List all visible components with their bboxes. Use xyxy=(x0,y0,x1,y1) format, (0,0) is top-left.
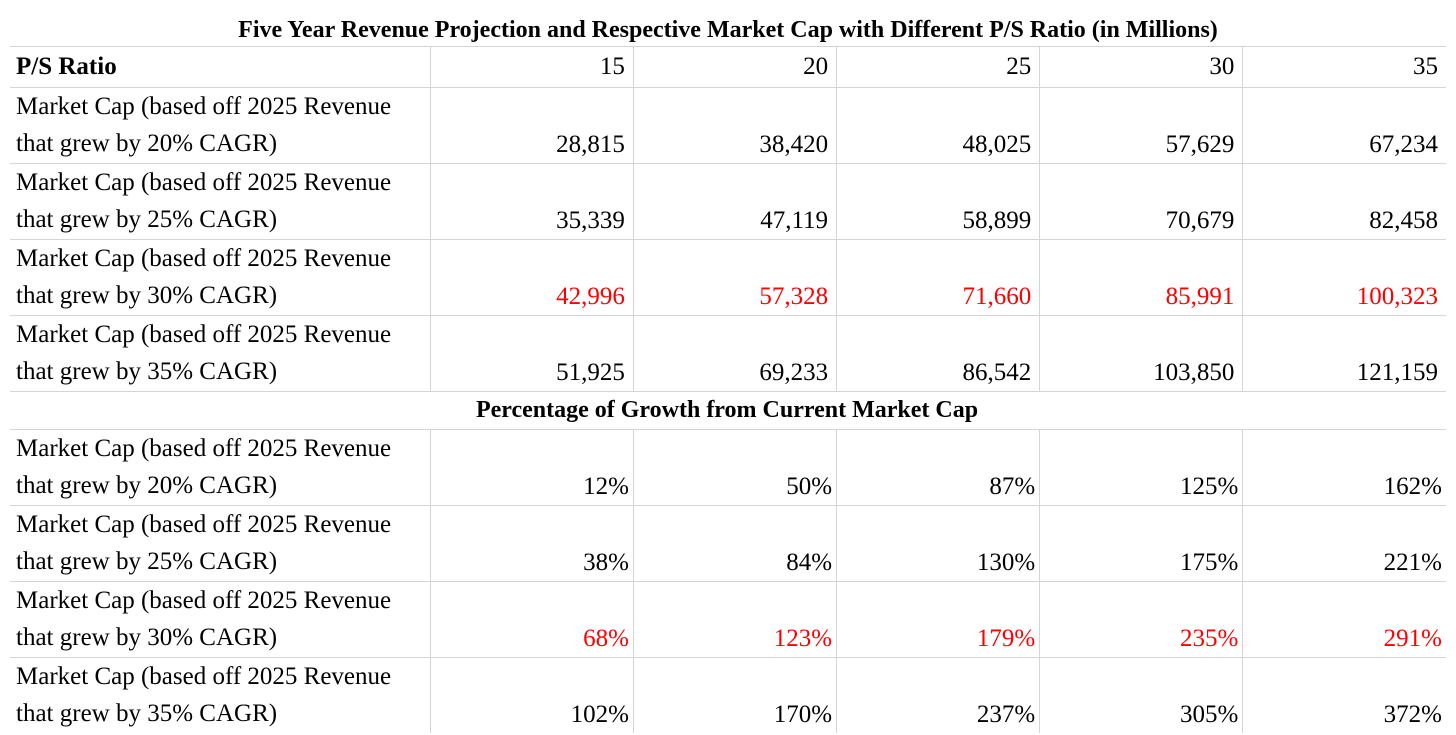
row-label-line: that grew by 25% CAGR) xyxy=(16,548,278,575)
value-cell: 237% xyxy=(836,657,1040,733)
header-row: P/S Ratio 15 20 25 30 35 xyxy=(10,46,1446,88)
row-label: Market Cap (based off 2025 Revenue that … xyxy=(10,581,431,658)
value-cell: 221% xyxy=(1242,505,1446,582)
ratio-cell: 25 xyxy=(836,46,1040,88)
value-cell: 235% xyxy=(1039,581,1243,658)
value-cell: 35,339 xyxy=(429,163,634,240)
row-label-line: Market Cap (based off 2025 Revenue xyxy=(16,511,392,538)
row-label: Market Cap (based off 2025 Revenue that … xyxy=(10,315,431,392)
table-title: Five Year Revenue Projection and Respect… xyxy=(238,17,1218,43)
header-label: P/S Ratio xyxy=(10,46,431,88)
value-cell: 87% xyxy=(836,429,1040,506)
projection-table: P/S Ratio 15 20 25 30 35 Market Cap (bas… xyxy=(10,46,1446,733)
value-cell: 67,234 xyxy=(1242,87,1446,164)
value-cell: 125% xyxy=(1039,429,1243,506)
row-label-line: Market Cap (based off 2025 Revenue xyxy=(16,587,392,614)
value-cell: 57,629 xyxy=(1039,87,1243,164)
row-label-line: that grew by 30% CAGR) xyxy=(16,282,278,309)
growth-row: Market Cap (based off 2025 Revenue that … xyxy=(10,657,1446,733)
value-cell: 58,899 xyxy=(836,163,1040,240)
value-cell: 84% xyxy=(632,505,837,582)
growth-row: Market Cap (based off 2025 Revenue that … xyxy=(10,505,1446,582)
value-cell: 175% xyxy=(1039,505,1243,582)
row-label: Market Cap (based off 2025 Revenue that … xyxy=(10,239,431,316)
value-cell: 82,458 xyxy=(1242,163,1446,240)
section-title-row: Percentage of Growth from Current Market… xyxy=(10,391,1446,430)
value-cell: 57,328 xyxy=(632,239,837,316)
row-label-line: that grew by 20% CAGR) xyxy=(16,130,278,157)
ratio-cell: 20 xyxy=(632,46,837,88)
value-cell: 12% xyxy=(429,429,634,506)
value-cell: 305% xyxy=(1039,657,1243,733)
value-cell: 102% xyxy=(429,657,634,733)
row-label-line: that grew by 20% CAGR) xyxy=(16,472,278,499)
row-label: Market Cap (based off 2025 Revenue that … xyxy=(10,163,431,240)
value-cell: 100,323 xyxy=(1242,239,1446,316)
value-cell: 123% xyxy=(632,581,837,658)
value-cell: 71,660 xyxy=(836,239,1040,316)
row-label-line: Market Cap (based off 2025 Revenue xyxy=(16,663,392,690)
row-label-line: that grew by 35% CAGR) xyxy=(16,358,278,385)
ratio-cell: 35 xyxy=(1242,46,1446,88)
value-cell: 47,119 xyxy=(632,163,837,240)
row-label: Market Cap (based off 2025 Revenue that … xyxy=(10,429,431,506)
value-cell: 68% xyxy=(429,581,634,658)
row-label-line: Market Cap (based off 2025 Revenue xyxy=(16,169,392,196)
value-cell: 121,159 xyxy=(1242,315,1446,392)
row-label: Market Cap (based off 2025 Revenue that … xyxy=(10,657,431,733)
growth-row: Market Cap (based off 2025 Revenue that … xyxy=(10,581,1446,658)
row-label: Market Cap (based off 2025 Revenue that … xyxy=(10,87,431,164)
value-cell: 130% xyxy=(836,505,1040,582)
row-label: Market Cap (based off 2025 Revenue that … xyxy=(10,505,431,582)
row-label-line: that grew by 30% CAGR) xyxy=(16,624,278,651)
value-cell: 85,991 xyxy=(1039,239,1243,316)
value-cell: 179% xyxy=(836,581,1040,658)
value-cell: 28,815 xyxy=(429,87,634,164)
row-label-line: that grew by 35% CAGR) xyxy=(16,700,278,727)
value-cell: 170% xyxy=(632,657,837,733)
row-label-line: Market Cap (based off 2025 Revenue xyxy=(16,435,392,462)
row-label-line: Market Cap (based off 2025 Revenue xyxy=(16,245,392,272)
value-cell: 291% xyxy=(1242,581,1446,658)
value-cell: 50% xyxy=(632,429,837,506)
row-label-line: that grew by 25% CAGR) xyxy=(16,206,278,233)
value-cell: 48,025 xyxy=(836,87,1040,164)
row-label-line: Market Cap (based off 2025 Revenue xyxy=(16,321,392,348)
section-title: Percentage of Growth from Current Market… xyxy=(10,391,1446,430)
value-cell: 51,925 xyxy=(429,315,634,392)
row-label-line: Market Cap (based off 2025 Revenue xyxy=(16,93,392,120)
market-cap-row: Market Cap (based off 2025 Revenue that … xyxy=(10,163,1446,240)
value-cell: 372% xyxy=(1242,657,1446,733)
value-cell: 38% xyxy=(429,505,634,582)
market-cap-row: Market Cap (based off 2025 Revenue that … xyxy=(10,239,1446,316)
market-cap-row: Market Cap (based off 2025 Revenue that … xyxy=(10,315,1446,392)
ratio-cell: 30 xyxy=(1039,46,1243,88)
value-cell: 69,233 xyxy=(632,315,837,392)
market-cap-row: Market Cap (based off 2025 Revenue that … xyxy=(10,87,1446,164)
value-cell: 42,996 xyxy=(429,239,634,316)
growth-row: Market Cap (based off 2025 Revenue that … xyxy=(10,429,1446,506)
value-cell: 162% xyxy=(1242,429,1446,506)
value-cell: 38,420 xyxy=(632,87,837,164)
value-cell: 70,679 xyxy=(1039,163,1243,240)
value-cell: 86,542 xyxy=(836,315,1040,392)
ratio-cell: 15 xyxy=(429,46,634,88)
value-cell: 103,850 xyxy=(1039,315,1243,392)
